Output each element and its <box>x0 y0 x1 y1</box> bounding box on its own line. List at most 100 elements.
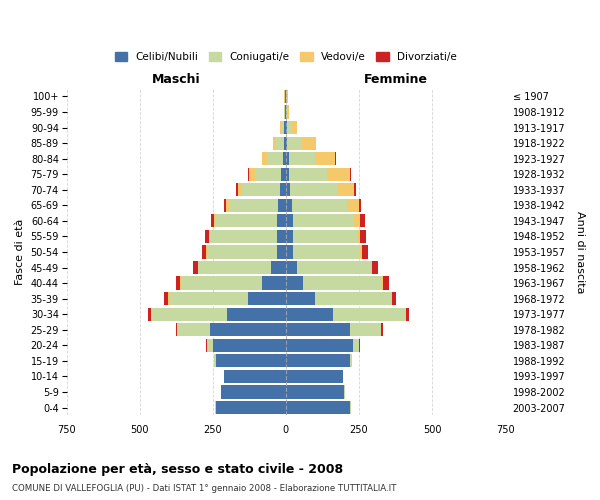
Bar <box>205 230 209 243</box>
Bar <box>392 292 396 305</box>
Bar <box>298 261 371 274</box>
Bar <box>382 323 383 336</box>
Bar <box>287 136 302 149</box>
Bar <box>215 401 286 414</box>
Text: Popolazione per età, sesso e stato civile - 2008: Popolazione per età, sesso e stato civil… <box>12 462 343 475</box>
Bar <box>286 106 288 118</box>
Bar <box>284 136 286 149</box>
Bar <box>283 152 286 166</box>
Bar <box>286 152 289 166</box>
Bar <box>362 246 368 258</box>
Bar <box>347 198 359 212</box>
Bar <box>242 183 280 196</box>
Bar <box>359 198 361 212</box>
Bar <box>151 308 227 321</box>
Bar <box>286 292 315 305</box>
Bar <box>176 323 177 336</box>
Bar <box>226 198 229 212</box>
Bar <box>290 183 337 196</box>
Bar <box>284 106 285 118</box>
Bar <box>248 168 249 181</box>
Bar <box>210 230 277 243</box>
Bar <box>198 261 271 274</box>
Bar <box>286 246 293 258</box>
Bar <box>255 168 281 181</box>
Bar <box>275 136 284 149</box>
Bar <box>286 308 332 321</box>
Bar <box>210 323 286 336</box>
Bar <box>221 386 286 398</box>
Bar <box>214 214 215 228</box>
Bar <box>286 401 350 414</box>
Bar <box>227 308 286 321</box>
Bar <box>358 230 361 243</box>
Bar <box>262 276 286 289</box>
Bar <box>178 323 210 336</box>
Bar <box>355 183 356 196</box>
Bar <box>249 168 255 181</box>
Bar <box>277 246 286 258</box>
Bar <box>304 276 382 289</box>
Bar <box>302 136 316 149</box>
Bar <box>286 230 293 243</box>
Bar <box>286 261 298 274</box>
Bar <box>277 230 286 243</box>
Bar <box>272 136 275 149</box>
Bar <box>286 121 287 134</box>
Bar <box>169 292 248 305</box>
Bar <box>286 198 292 212</box>
Bar <box>371 261 372 274</box>
Bar <box>215 354 286 368</box>
Text: COMUNE DI VALLEFOGLIA (PU) - Dati ISTAT 1° gennaio 2008 - Elaborazione TUTTITALI: COMUNE DI VALLEFOGLIA (PU) - Dati ISTAT … <box>12 484 397 493</box>
Bar <box>289 152 315 166</box>
Bar <box>406 308 409 321</box>
Y-axis label: Fasce di età: Fasce di età <box>15 219 25 285</box>
Bar <box>383 276 389 289</box>
Bar <box>286 214 293 228</box>
Bar <box>288 106 289 118</box>
Bar <box>193 261 197 274</box>
Bar <box>353 338 359 352</box>
Bar <box>207 246 277 258</box>
Text: Femmine: Femmine <box>364 74 427 86</box>
Bar <box>293 246 361 258</box>
Bar <box>278 198 286 212</box>
Bar <box>286 354 350 368</box>
Bar <box>286 276 304 289</box>
Bar <box>315 292 391 305</box>
Bar <box>327 168 350 181</box>
Bar <box>164 292 168 305</box>
Bar <box>286 370 343 383</box>
Bar <box>350 323 381 336</box>
Bar <box>224 370 286 383</box>
Bar <box>271 261 286 274</box>
Bar <box>229 198 278 212</box>
Bar <box>211 214 214 228</box>
Bar <box>315 152 335 166</box>
Bar <box>262 152 267 166</box>
Y-axis label: Anni di nascita: Anni di nascita <box>575 210 585 293</box>
Bar <box>224 198 226 212</box>
Bar <box>213 338 286 352</box>
Bar <box>277 214 286 228</box>
Bar <box>207 338 213 352</box>
Bar <box>286 338 353 352</box>
Bar <box>248 292 286 305</box>
Bar <box>361 230 366 243</box>
Bar <box>287 90 288 103</box>
Bar <box>214 354 215 368</box>
Bar <box>361 214 365 228</box>
Bar <box>148 308 151 321</box>
Bar <box>293 230 358 243</box>
Bar <box>350 354 352 368</box>
Bar <box>286 183 290 196</box>
Bar <box>355 214 361 228</box>
Bar <box>267 152 283 166</box>
Bar <box>332 308 406 321</box>
Text: Maschi: Maschi <box>152 74 200 86</box>
Bar <box>202 246 206 258</box>
Bar <box>286 168 289 181</box>
Bar <box>350 168 351 181</box>
Bar <box>361 246 362 258</box>
Bar <box>238 183 242 196</box>
